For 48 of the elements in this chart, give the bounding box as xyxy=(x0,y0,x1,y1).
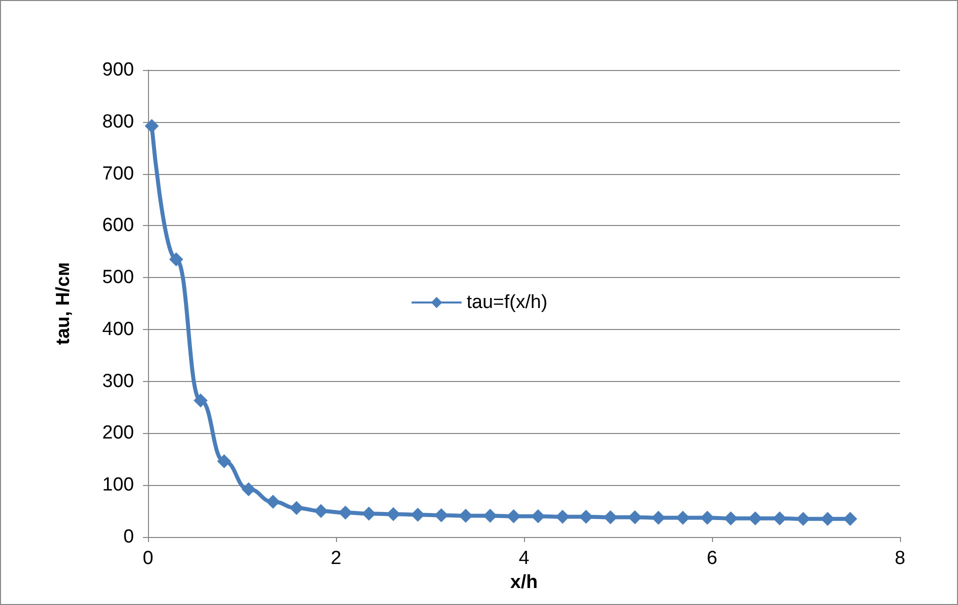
point xyxy=(603,510,618,524)
point xyxy=(410,508,425,522)
point xyxy=(266,494,280,509)
point xyxy=(290,500,304,515)
y-tick-label: 500 xyxy=(102,267,134,288)
point xyxy=(194,394,208,408)
y-tick-label: 800 xyxy=(102,111,134,132)
y-tick-label: 300 xyxy=(102,370,134,392)
x-tick-label: 6 xyxy=(706,548,718,569)
point xyxy=(628,510,642,524)
point xyxy=(796,512,810,526)
y-tick-label: 200 xyxy=(102,422,134,444)
y-tick-label: 400 xyxy=(102,318,134,340)
point xyxy=(362,506,376,521)
point xyxy=(651,510,666,525)
y-tick-label: 100 xyxy=(102,474,134,496)
y-tick-label: 900 xyxy=(102,60,134,80)
point xyxy=(579,510,594,524)
x-tick-label: 4 xyxy=(518,548,530,569)
y-tick-label: 600 xyxy=(102,215,134,236)
point xyxy=(820,512,835,526)
x-tick-label: 0 xyxy=(142,548,154,569)
point xyxy=(483,508,498,523)
point xyxy=(531,509,546,524)
y-tick-label: 700 xyxy=(102,163,134,184)
point xyxy=(748,511,762,526)
x-tick-label: 8 xyxy=(894,548,906,569)
point xyxy=(144,119,159,134)
point xyxy=(843,512,858,526)
point xyxy=(724,511,738,526)
point xyxy=(556,510,570,524)
point xyxy=(169,252,184,266)
point xyxy=(434,508,448,522)
point xyxy=(338,506,352,520)
point xyxy=(506,509,521,524)
point xyxy=(700,510,714,525)
point xyxy=(676,510,690,525)
point xyxy=(242,482,256,496)
x-axis-title: x/h xyxy=(510,572,538,593)
y-tick-label: 0 xyxy=(123,526,134,548)
legend-label: tau=f(x/h) xyxy=(466,292,548,313)
point xyxy=(386,507,400,522)
x-tick-label: 2 xyxy=(330,548,342,569)
point xyxy=(217,454,232,468)
point xyxy=(314,504,328,518)
point xyxy=(458,508,473,523)
y-axis-title: tau, Н/см xyxy=(53,262,74,345)
point xyxy=(772,511,787,526)
